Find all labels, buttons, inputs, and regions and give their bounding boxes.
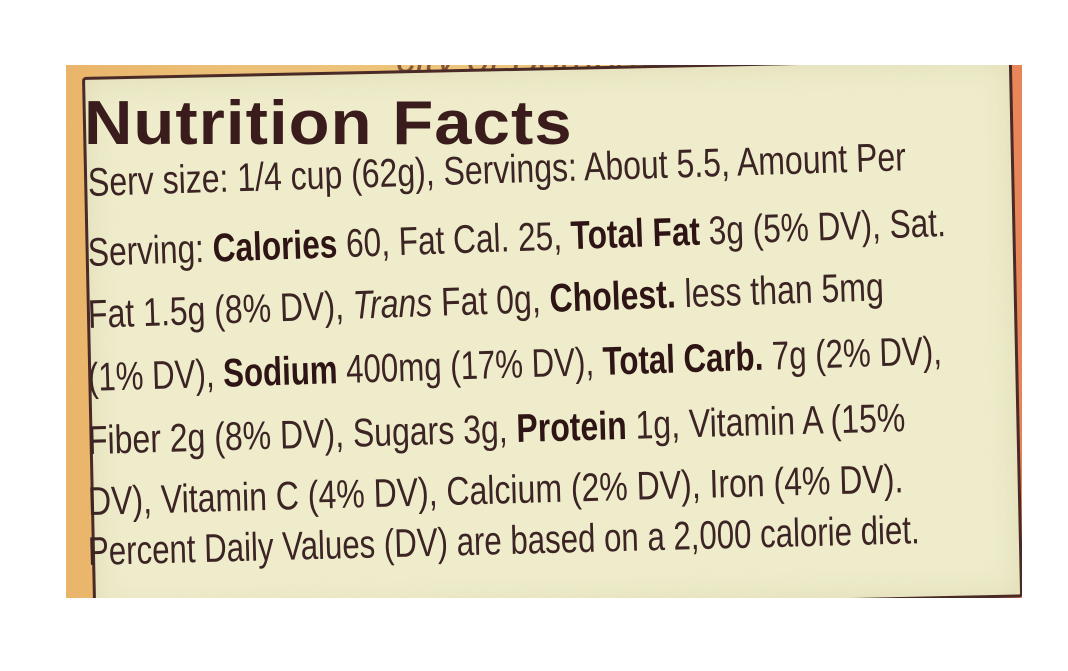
label-text: Fat 0g, <box>431 276 551 325</box>
label-text: 60, Fat Cal. 25, <box>336 214 572 267</box>
label-text: 3g (5% DV), Sat. <box>699 201 947 254</box>
label-text: Trans <box>352 280 433 328</box>
label-text: less than 5mg <box>674 265 885 317</box>
label-text: 400mg (17% DV), <box>336 339 604 393</box>
nutrition-facts-title: Nutrition Facts <box>84 89 573 158</box>
nutrient-label: Total Carb. <box>601 334 764 384</box>
nutrient-label: Sodium <box>222 348 339 396</box>
label-text: (1% DV), <box>87 351 224 400</box>
nutrient-label: Calories <box>211 222 339 271</box>
label-text: 7g (2% DV), <box>762 329 943 379</box>
label-photo: city of Bombay. <box>66 65 1022 598</box>
label-text: 1g, Vitamin A (15% <box>626 396 906 448</box>
nutrient-label: Protein <box>515 403 628 452</box>
nutrient-label: Total Fat <box>569 209 701 259</box>
label-text: Fat 1.5g (8% DV), <box>87 283 354 337</box>
label-text: Serving: <box>87 226 214 275</box>
nutrient-label: Cholest. <box>548 272 677 321</box>
